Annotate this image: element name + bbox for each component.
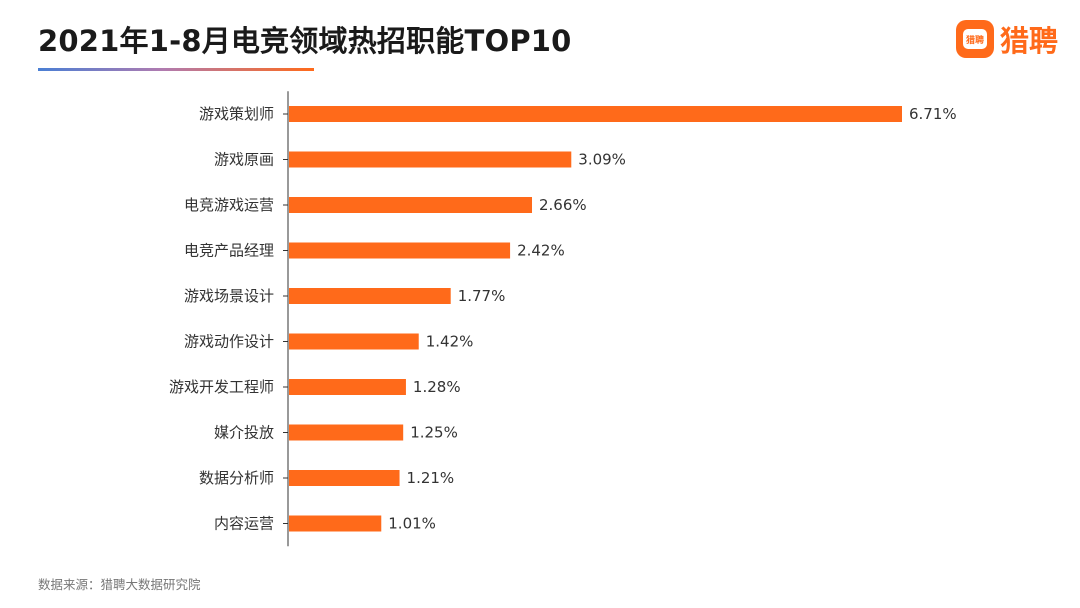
bar [289,106,902,122]
data-label: 1.77% [458,287,506,305]
bar [289,333,419,350]
category-label: 电竞游戏运营 [184,196,274,214]
bar [289,288,451,304]
data-label: 1.25% [410,424,458,442]
brand-name: 猎聘 [999,24,1058,58]
category-label: 数据分析师 [199,469,274,487]
category-label: 电竞产品经理 [184,242,274,260]
brand-icon-text: 猎聘 [962,29,987,49]
speech-bubble-icon: 猎聘 [955,20,994,58]
category-label: 游戏场景设计 [184,287,274,305]
title-underline [38,68,314,71]
bar [289,424,404,441]
category-label: 游戏原画 [214,151,274,169]
category-label: 内容运营 [214,515,274,533]
data-source-note: 数据来源：猎聘大数据研究院 [38,577,201,592]
data-label: 1.21% [407,469,455,487]
data-label: 2.66% [539,196,587,214]
bar-chart: 游戏策划师 6.71% 游戏原画 3.09% 电竞游戏运营 2.66% 电竞产品经理 2.42… [169,91,957,547]
bar [289,242,511,259]
data-label: 6.71% [909,105,957,123]
category-label: 媒介投放 [214,424,274,442]
page-title: 2021年1-8月电竞领域热招职能TOP10 [38,24,572,58]
category-label: 游戏动作设计 [184,333,274,351]
bar [289,470,400,486]
data-label: 2.42% [517,242,565,260]
bar [289,379,406,395]
data-label: 3.09% [578,151,626,169]
bar [289,197,533,213]
data-label: 1.01% [388,515,436,533]
category-label: 游戏开发工程师 [169,378,274,396]
data-label: 1.42% [426,333,474,351]
category-label: 游戏策划师 [199,105,274,123]
data-label: 1.28% [413,378,461,396]
brand-logo: 猎聘 猎聘 [955,18,1058,60]
bar [289,151,572,168]
bar [289,515,382,532]
